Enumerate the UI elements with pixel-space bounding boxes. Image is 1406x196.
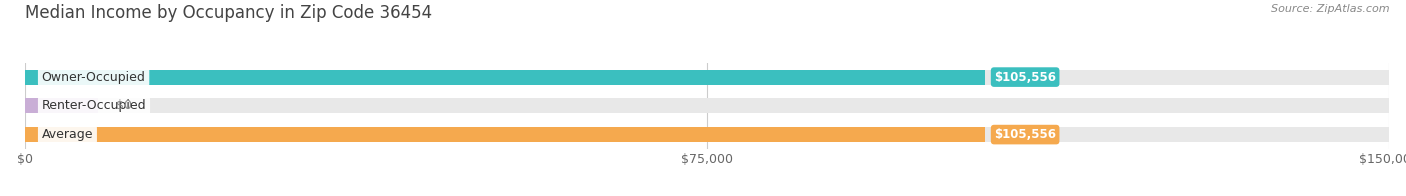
Bar [25, 98, 1389, 113]
Bar [25, 70, 1389, 84]
Text: $105,556: $105,556 [994, 71, 1056, 83]
Text: Owner-Occupied: Owner-Occupied [42, 71, 146, 83]
Text: $0: $0 [117, 99, 132, 112]
Text: Source: ZipAtlas.com: Source: ZipAtlas.com [1271, 4, 1389, 14]
Bar [25, 127, 986, 142]
Text: Median Income by Occupancy in Zip Code 36454: Median Income by Occupancy in Zip Code 3… [25, 4, 433, 22]
Bar [25, 98, 98, 113]
Bar [25, 70, 986, 84]
Text: Average: Average [42, 128, 93, 141]
Bar [25, 127, 1389, 142]
Text: Renter-Occupied: Renter-Occupied [42, 99, 146, 112]
Text: $105,556: $105,556 [994, 128, 1056, 141]
